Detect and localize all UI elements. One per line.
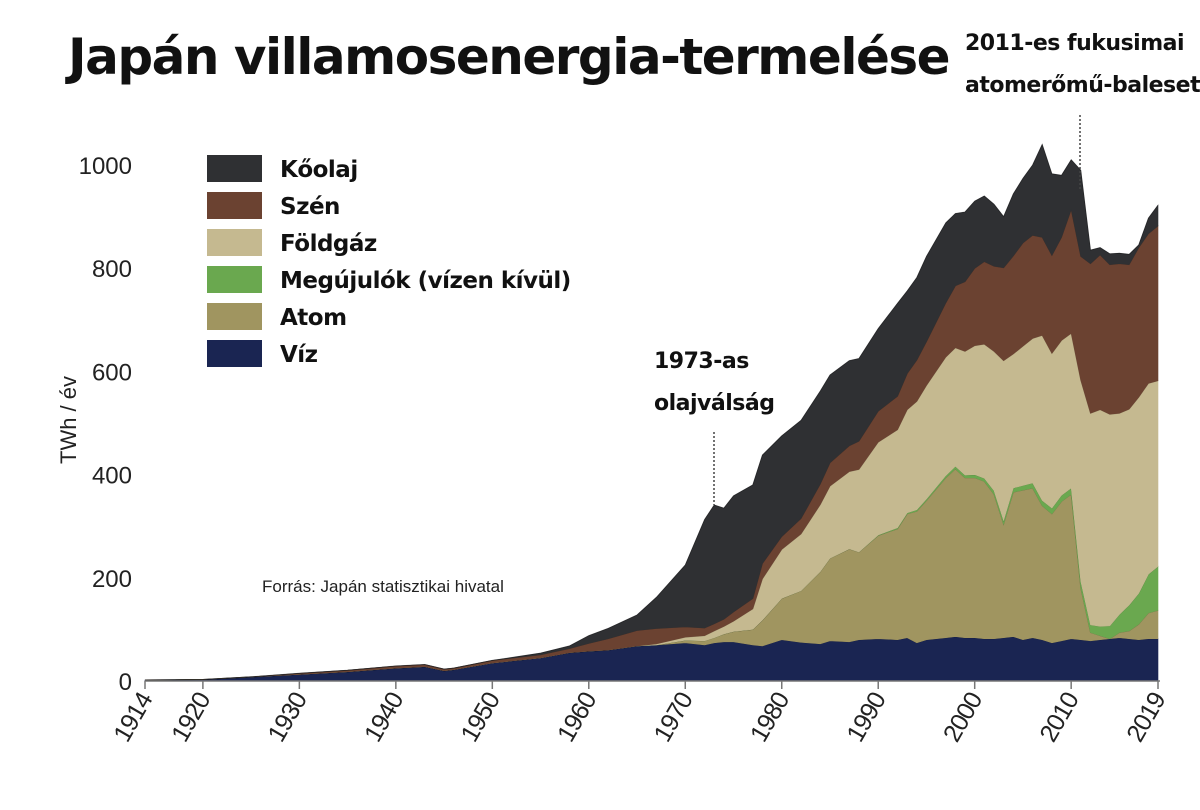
y-tick-label: 400 — [92, 463, 132, 490]
stacked-areas — [144, 143, 1159, 682]
legend-label-megujulok-vizen-kivul: Megújulók (vízen kívül) — [280, 268, 571, 294]
legend-swatch-foldgaz — [207, 229, 262, 256]
x-tick-label: 1914 — [108, 687, 159, 747]
legend-swatch-megujulok-vizen-kivul — [207, 266, 262, 293]
y-tick-label: 200 — [92, 566, 132, 593]
legend-swatch-koolaj — [207, 155, 262, 182]
y-tick-label: 1000 — [79, 153, 132, 180]
x-tick-label: 1930 — [262, 688, 312, 747]
annotation-2011-text: 2011-es fukusimai — [965, 31, 1184, 56]
legend-swatch-szen — [207, 192, 262, 219]
x-tick-label: 1920 — [166, 688, 216, 747]
x-tick-label: 2010 — [1034, 688, 1084, 747]
area-edge-koolaj — [144, 143, 1159, 681]
x-tick-label: 1950 — [455, 688, 505, 747]
y-tick-label: 800 — [92, 256, 132, 283]
x-tick-label: 2019 — [1121, 688, 1171, 747]
legend-label-atom: Atom — [280, 305, 347, 331]
legend-label-koolaj: Kőolaj — [280, 157, 358, 183]
source-note: Forrás: Japán statisztikai hivatal — [262, 577, 504, 596]
annotation-1973-text: 1973-as — [654, 349, 749, 374]
legend-swatch-viz — [207, 340, 262, 367]
y-axis-label: TWh / év — [56, 376, 81, 464]
legend-label-foldgaz: Földgáz — [280, 231, 377, 257]
x-tick-label: 1980 — [745, 688, 795, 747]
legend-swatch-atom — [207, 303, 262, 330]
y-tick-label: 600 — [92, 359, 132, 386]
annotation-2011-text: atomerőmű-baleset — [965, 73, 1200, 98]
chart-title: Japán villamosenergia-termelése — [65, 28, 949, 86]
area-koolaj — [144, 143, 1159, 681]
legend-label-viz: Víz — [280, 342, 318, 368]
legend: Kőolaj Szén Földgáz Megújulók (vízen kívül)… — [207, 155, 571, 368]
y-tick-label: 0 — [119, 669, 132, 696]
x-tick-label: 1990 — [841, 688, 891, 747]
x-tick-label: 1970 — [648, 688, 698, 747]
annotation-1973-text: olajválság — [654, 391, 774, 416]
annotations: 1973-as olajválság 2011-es fukusimai atomer… — [654, 31, 1200, 505]
x-tick-label: 2000 — [938, 688, 988, 747]
x-tick-label: 1940 — [359, 688, 409, 747]
legend-label-szen: Szén — [280, 194, 340, 220]
x-tick-label: 1960 — [552, 688, 602, 747]
